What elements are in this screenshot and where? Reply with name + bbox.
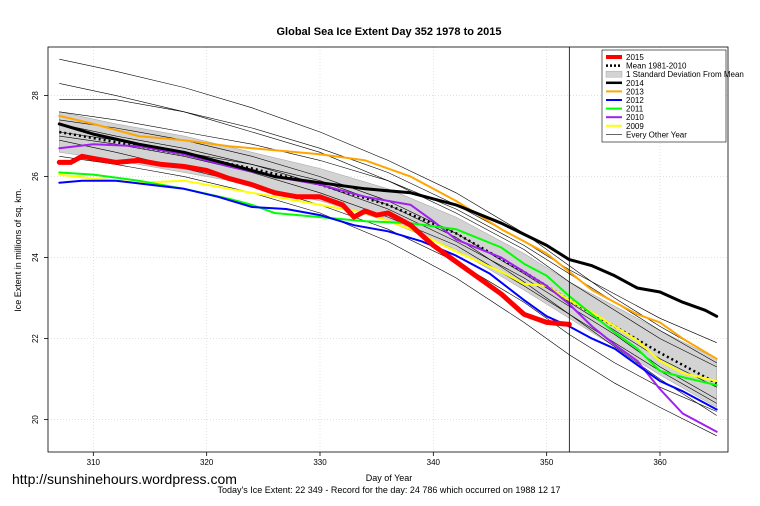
every-other-year-line (59, 58, 717, 360)
y-tick-label: 22 (31, 334, 40, 343)
series-line-2012 (58, 179, 718, 411)
legend-label: 2011 (626, 105, 644, 114)
y-tick-label: 20 (31, 415, 40, 424)
legend-box (601, 49, 727, 143)
series-line-2015 (56, 153, 572, 327)
std-dev-band (58, 111, 718, 408)
x-axis-label: Day of Year (366, 473, 413, 483)
every-other-year-line (59, 135, 717, 416)
every-other-year-line (59, 119, 717, 388)
legend-label: 2009 (626, 122, 644, 131)
y-tick-label: 26 (31, 172, 40, 181)
legend-label: Every Other Year (626, 130, 687, 139)
every-other-year-line (59, 156, 717, 437)
x-tick-label: 320 (200, 458, 214, 467)
plot-frame (47, 46, 729, 453)
legend-label: Mean 1981-2010 (626, 62, 687, 71)
y-axis-label: Ice Extent in millions of sq. km. (13, 188, 23, 312)
every-other-year-line (59, 99, 717, 343)
footer-text: Today's Ice Extent: 22 349 - Record for … (218, 485, 561, 495)
legend-label: 2015 (626, 53, 644, 62)
series-line-2010 (58, 143, 718, 433)
legend-label: 2010 (626, 113, 644, 122)
series-line-2014 (57, 122, 719, 318)
x-tick-label: 350 (540, 458, 554, 467)
y-tick-label: 24 (31, 253, 40, 262)
legend-label: 2014 (626, 79, 644, 88)
x-tick-label: 340 (427, 458, 441, 467)
series-line-2009 (58, 173, 718, 383)
legend-label: 1 Standard Deviation From Mean (626, 70, 744, 79)
legend-label: 2012 (626, 96, 644, 105)
y-tick-label: 28 (31, 91, 40, 100)
legend-swatch-band (605, 70, 623, 78)
series-line-2013 (58, 114, 718, 360)
blog-url-watermark: http://sunshinehours.wordpress.com (12, 471, 237, 487)
chart-title: Global Sea Ice Extent Day 352 1978 to 20… (276, 26, 501, 38)
x-tick-label: 330 (313, 458, 327, 467)
x-tick-label: 360 (653, 458, 667, 467)
x-tick-label: 310 (87, 458, 101, 467)
legend-label: 2013 (626, 87, 644, 96)
